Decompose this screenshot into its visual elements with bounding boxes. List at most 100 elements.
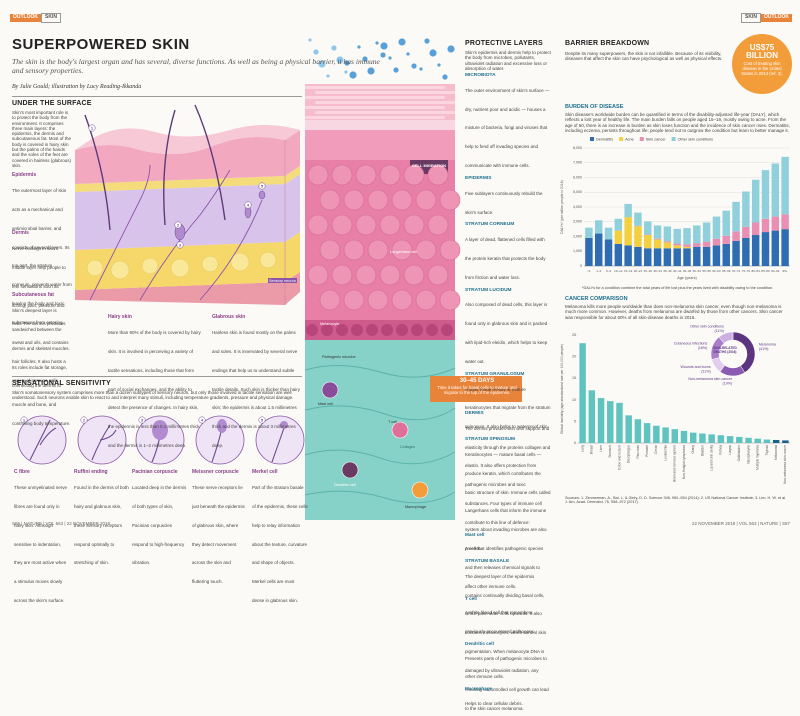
intro: The skin is the body's largest organ and…	[12, 58, 392, 76]
keratinocyte	[440, 290, 460, 310]
bar	[708, 434, 714, 443]
keratinocyte	[356, 265, 376, 285]
x-tick-label: 55–59	[702, 269, 711, 273]
y-tick-label: 10	[572, 398, 576, 402]
y-tick-label: 0	[580, 264, 582, 268]
bar	[672, 429, 678, 443]
sources: Sources: 1. Zimmerman, A., Bai, L. & Gin…	[565, 496, 790, 505]
bar	[598, 398, 604, 443]
receptor-name: Meissner corpuscle	[192, 470, 248, 476]
layer-text: Also composed of dead cells, this layer …	[465, 302, 547, 364]
bar-segment	[605, 228, 612, 240]
x-tick-label: Gallbladder	[737, 444, 741, 461]
illustration-label: CELL MIGRATION	[412, 164, 446, 169]
y-axis-label: DALYs* (per million people in 2016)	[560, 180, 564, 233]
keratinocyte	[428, 215, 448, 235]
section-text: Skin disease's worldwide burden can be q…	[565, 112, 790, 133]
x-tick-label: Lip and oral cavity	[709, 445, 713, 471]
bar-segment	[654, 248, 661, 266]
legend-label: Acne	[625, 137, 634, 141]
microbe	[313, 49, 318, 54]
tag: OUTLOOK	[761, 14, 792, 22]
bar-segment	[732, 202, 739, 232]
bar	[755, 439, 761, 443]
basal-cell	[366, 324, 378, 336]
keratinocyte	[320, 290, 340, 310]
layer-name: STRATUM GRANULOSUM	[465, 372, 551, 378]
bar-segment	[654, 239, 661, 248]
keratinocyte	[392, 290, 412, 310]
bar-segment	[703, 242, 710, 247]
bar-segment	[654, 225, 661, 238]
bar	[690, 433, 696, 443]
tag: OUTLOOK	[10, 14, 41, 22]
keratinocyte	[320, 190, 340, 210]
layer-text: Five sublayers continuously rebuild the …	[465, 191, 543, 215]
x-tick-label: 95+	[783, 269, 788, 273]
slice-label: Cutaneous infections	[674, 342, 708, 346]
bar	[764, 440, 770, 443]
bar-segment	[713, 245, 720, 266]
keratinocyte	[440, 240, 460, 260]
bar-segment	[654, 239, 661, 240]
keratinocyte	[416, 290, 436, 310]
bar-segment	[664, 241, 671, 242]
bar-segment	[732, 241, 739, 266]
bar-segment	[615, 231, 622, 244]
bar	[718, 435, 724, 443]
keratinocyte	[332, 215, 352, 235]
receptor-text: These unmyelinated nerve fibres are foun…	[14, 485, 67, 603]
y-tick-label: 20	[572, 355, 576, 359]
slice-value: (11%)	[715, 329, 724, 333]
x-tick-label: Prostate	[645, 445, 649, 457]
keratinocyte	[332, 265, 352, 285]
illustration-label: Macrophage	[405, 505, 426, 509]
microbe	[380, 42, 387, 49]
bar-segment	[752, 222, 759, 235]
illustration-label: Collagen	[400, 445, 415, 449]
bar	[589, 390, 595, 443]
bar-segment	[723, 236, 730, 244]
corneum-cell	[305, 96, 445, 99]
skin-block	[75, 105, 300, 305]
bar-segment	[772, 217, 779, 231]
bar	[625, 415, 631, 443]
receptor-text: Part of the stratum basale of the epider…	[252, 485, 308, 603]
microbe	[424, 38, 429, 43]
bar-segment	[664, 226, 671, 241]
keratinocyte	[380, 165, 400, 185]
daly-chart: 01,0002,0003,0004,0005,0006,0007,0008,00…	[558, 134, 793, 286]
footer: S86 | NATURE | VOL 563 | 22 NOVEMBER 201…	[12, 521, 110, 526]
illustration-label: Melanocyte	[320, 322, 339, 326]
immune-cell	[342, 462, 358, 478]
x-tick-label: Larynx	[728, 445, 732, 455]
x-tick-label: Colon and rectum	[617, 445, 621, 471]
rule	[12, 96, 302, 97]
bar-segment	[585, 228, 592, 238]
bar	[681, 431, 687, 443]
section-text: Despite its many superpowers, the skin i…	[565, 51, 725, 62]
cell-name: Macrophage	[465, 686, 551, 691]
keratinocyte	[332, 165, 352, 185]
skin-type-name: Hairy skin	[108, 315, 203, 321]
illustration-label: Langerhans cell	[390, 250, 417, 254]
section-text: Skin's somatosensory system comprises mo…	[12, 390, 302, 401]
x-tick-label: Bladder	[700, 444, 704, 456]
chart-note: *DALYs for a condition combine the total…	[582, 286, 792, 290]
microbe	[447, 45, 454, 52]
section-heading: PROTECTIVE LAYERS	[465, 40, 543, 48]
legend-label: Dermatitis	[596, 137, 613, 141]
y-tick-label: 15	[572, 376, 576, 380]
cell-text: Presents parts of pathogenic microbes to…	[465, 656, 547, 680]
x-tick-label: Nasopharynx	[746, 445, 750, 464]
bar-segment	[664, 242, 671, 248]
bar-segment	[683, 247, 690, 248]
x-tick-label: 5–9	[606, 269, 611, 273]
cell-text: A white blood cell that remembers previo…	[465, 610, 535, 634]
bar-segment	[683, 244, 690, 247]
subheading: CANCER COMPARISON	[565, 296, 628, 302]
bar	[662, 427, 668, 443]
